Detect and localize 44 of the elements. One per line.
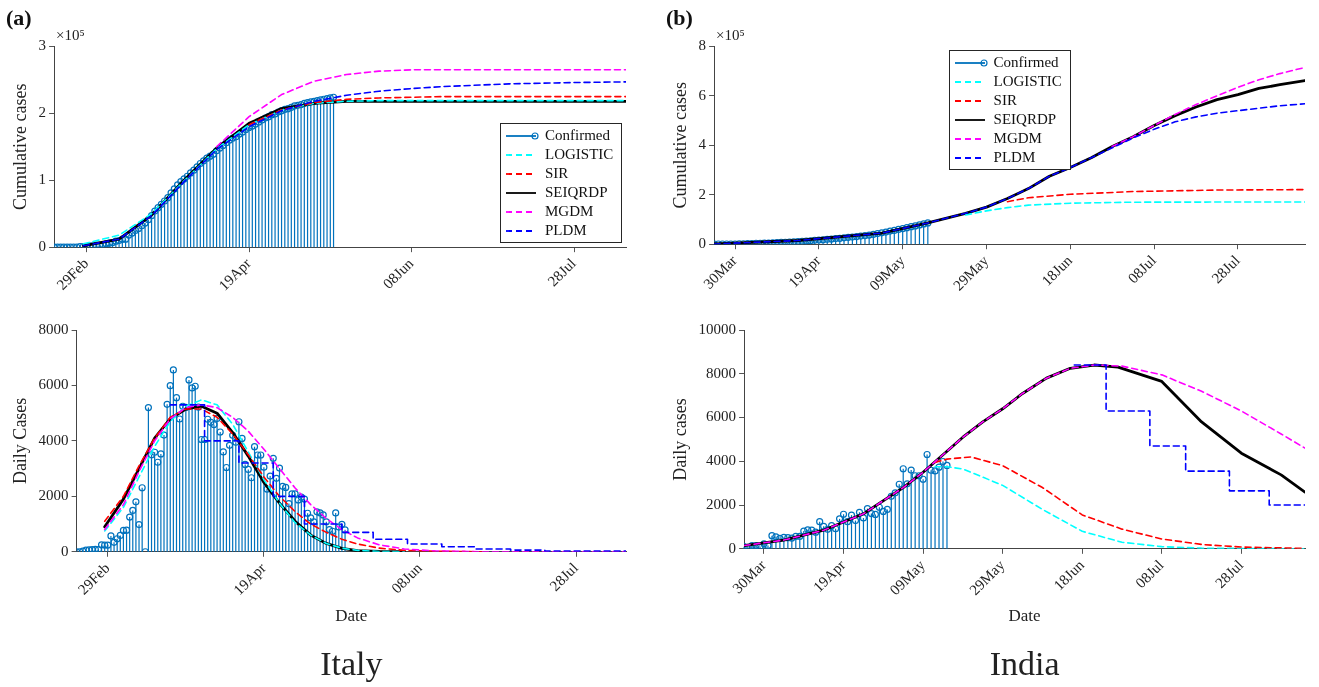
y-axis-title: Daily cases [669,398,690,481]
y-tick-label: 3 [38,37,47,54]
text: Italy [320,644,383,682]
x-axis-title: Date [335,606,368,626]
x-axis-title: Date [1008,606,1041,626]
y-tick-label: 8 [698,37,707,54]
legend-label: SIR [545,165,569,183]
y-tick-label: 4 [698,136,707,153]
y-tick-label: 8000 [38,320,69,337]
legend-label: Confirmed [545,127,610,145]
y-tick-label: 2000 [38,487,69,504]
legend-label: PLDM [993,149,1036,167]
y-tick-label: 4000 [706,452,737,469]
chart-title: (a) [6,4,32,30]
legend-label: LOGISTIC [993,73,1062,91]
legend-label: SEIQRDP [993,111,1057,129]
y-tick-label: 2 [38,104,47,121]
y-tick-label: 0 [38,238,47,255]
y-tick-label: 0 [728,539,737,556]
y-tick-label: 0 [698,235,707,252]
y-tick-label: 10000 [698,320,737,337]
legend-label: PLDM [545,222,587,240]
y-tick-label: 6000 [38,376,69,393]
legend-label: MGDM [993,130,1042,148]
y-tick-label: 4000 [38,431,69,448]
y-axis-title: Daily Cases [9,397,30,485]
y-tick-label: 6 [698,86,707,103]
legend-label: LOGISTIC [545,146,614,164]
chart-title: (b) [666,4,693,30]
y-tick-label: 1 [38,171,47,188]
legend-label: Confirmed [993,54,1059,72]
y-tick-label: 8000 [706,364,737,381]
text: India [989,644,1060,682]
legend-label: MGDM [545,203,594,221]
y-tick-label: 0 [61,542,69,559]
y-axis-title: Cumulative cases [669,82,690,209]
y-tick-label: 2000 [706,496,737,512]
y-tick-label: 2 [698,185,707,202]
legend-label: SEIQRDP [545,184,608,202]
y-tick-label: 6000 [706,408,737,425]
y-axis-title: Cumulative cases [9,83,30,211]
legend-label: SIR [993,92,1017,110]
text: ×10⁵ [716,26,745,43]
text: ×10⁵ [56,26,85,43]
